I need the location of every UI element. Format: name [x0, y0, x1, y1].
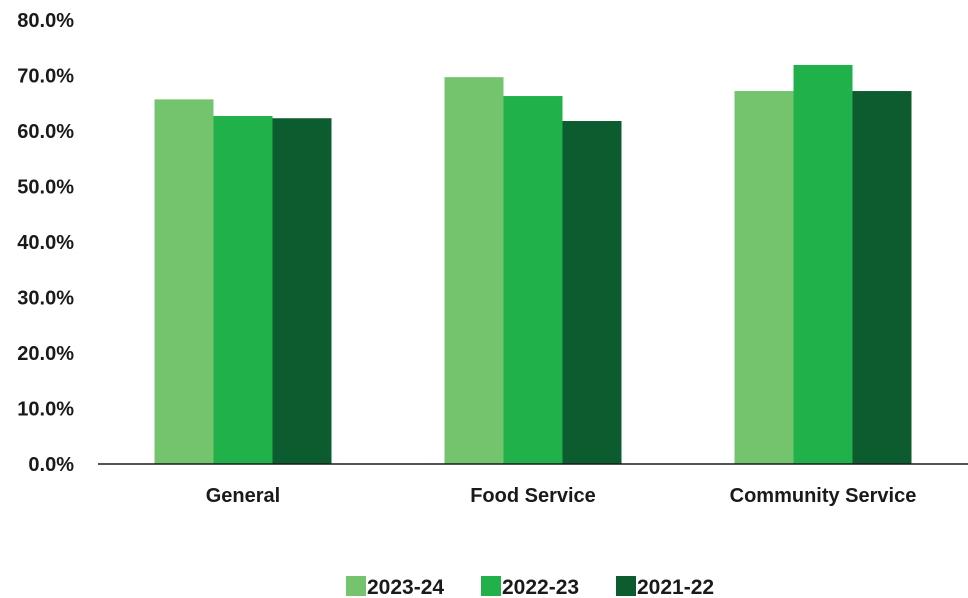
bar-2021-22-food-service — [562, 121, 622, 464]
legend-label: 2023-24 — [367, 576, 444, 598]
y-tick-label: 80.0% — [17, 10, 74, 32]
bar-2021-22-general — [272, 118, 332, 465]
legend-label: 2021-22 — [637, 576, 714, 598]
y-tick-label: 30.0% — [17, 288, 74, 310]
legend-swatch — [346, 576, 366, 596]
bar-2021-22-community-service — [852, 91, 912, 464]
x-tick-label: Food Service — [470, 485, 596, 507]
y-tick-label: 50.0% — [17, 177, 74, 199]
y-tick-label: 0.0% — [28, 454, 74, 476]
x-tick-label: Community Service — [730, 485, 917, 507]
legend-label: 2022-23 — [502, 576, 579, 598]
y-axis-ticks: 0.0% 10.0% 20.0% 30.0% 40.0% 50.0% 60.0% 70.0% 8… — [17, 10, 74, 476]
bar-2023-24-community-service — [734, 91, 794, 464]
bar-2022-23-food-service — [503, 96, 563, 464]
y-tick-label: 60.0% — [17, 121, 74, 143]
y-tick-label: 70.0% — [17, 66, 74, 88]
x-axis-labels: General Food Service Community Service — [206, 485, 917, 507]
legend: 2023-24 2022-23 2021-22 — [346, 576, 714, 598]
y-tick-label: 40.0% — [17, 232, 74, 254]
bar-2023-24-food-service — [444, 77, 504, 464]
y-tick-label: 20.0% — [17, 343, 74, 365]
bar-2023-24-general — [154, 99, 214, 465]
bars-group — [154, 64, 912, 465]
legend-swatch — [481, 576, 501, 596]
y-tick-label: 10.0% — [17, 399, 74, 421]
bar-2022-23-general — [213, 116, 273, 464]
legend-swatch — [616, 576, 636, 596]
x-tick-label: General — [206, 485, 280, 507]
bar-2022-23-community-service — [793, 64, 853, 464]
